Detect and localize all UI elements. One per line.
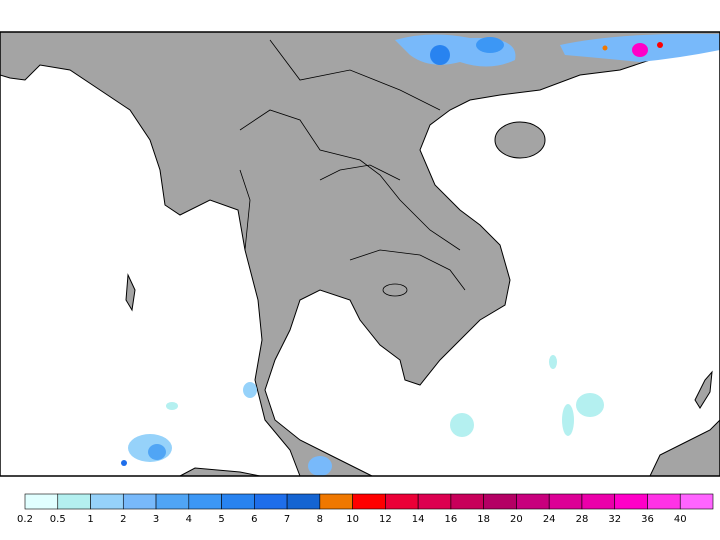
rain-core	[602, 45, 608, 51]
legend-label: 0.2	[17, 514, 33, 525]
legend-swatch	[155, 493, 190, 510]
rain-area	[476, 37, 504, 53]
legend-swatch	[679, 493, 714, 510]
legend-label: 18	[477, 514, 490, 525]
legend-swatch	[385, 493, 419, 510]
mainland	[0, 31, 720, 477]
legend-label: 1	[87, 514, 93, 525]
philippines	[694, 370, 713, 409]
legend-label: 6	[251, 514, 257, 525]
legend-label: 14	[412, 514, 425, 525]
legend-label: 16	[445, 514, 458, 525]
borders	[239, 39, 466, 291]
legend-label: 7	[284, 514, 290, 525]
legend-swatch	[614, 493, 648, 510]
rain-area	[121, 460, 127, 466]
legend-label: 8	[317, 514, 323, 525]
legend-swatch	[221, 493, 255, 510]
legend-swatch	[647, 493, 681, 510]
legend-swatch	[122, 493, 157, 510]
legend-label: 10	[346, 514, 359, 525]
legend-swatch	[90, 493, 124, 510]
legend-swatch	[254, 493, 288, 510]
legend-swatch	[57, 493, 91, 510]
legend-label: 5	[218, 514, 224, 525]
legend-label: 3	[153, 514, 159, 525]
rain-area	[430, 45, 450, 65]
borneo	[649, 419, 720, 477]
legend-label: 20	[510, 514, 523, 525]
island	[125, 273, 136, 312]
rain-area	[308, 456, 332, 476]
legend-swatch	[188, 493, 222, 510]
legend-swatch	[417, 493, 452, 510]
legend-label: 2	[120, 514, 126, 525]
rain-area	[450, 413, 474, 437]
legend-label: 28	[576, 514, 589, 525]
legend-swatch	[516, 493, 550, 510]
lake	[382, 283, 408, 297]
legend-label: 12	[379, 514, 392, 525]
legend-swatch	[483, 493, 517, 510]
legend-label: 4	[186, 514, 192, 525]
rain-area	[148, 444, 166, 460]
legend-swatch	[352, 493, 386, 510]
legend-label: 24	[543, 514, 556, 525]
rain-area	[243, 382, 257, 398]
legend-label: 36	[641, 514, 654, 525]
hainan	[494, 121, 546, 159]
legend-swatch	[450, 493, 484, 510]
rain-core	[657, 42, 663, 48]
rain-core	[632, 43, 648, 57]
legend-swatch	[548, 493, 583, 510]
legend: 0.2 0.5 1 2 3 4 5 6 7 8 10 12 14 16 18 20 24 28 32 36 40	[17, 493, 714, 525]
map	[0, 31, 720, 477]
legend-label: 0.5	[50, 514, 66, 525]
rain-area	[576, 393, 604, 417]
rain-area	[166, 402, 178, 410]
precipitation	[121, 33, 720, 476]
legend-label: 32	[608, 514, 621, 525]
rain-area	[562, 404, 574, 436]
map-frame	[0, 31, 720, 477]
legend-swatch	[581, 493, 616, 510]
legend-label: 40	[674, 514, 687, 525]
rain-area	[549, 355, 557, 369]
legend-swatch	[319, 493, 353, 510]
legend-swatch	[24, 493, 59, 510]
legend-swatch	[286, 493, 321, 510]
